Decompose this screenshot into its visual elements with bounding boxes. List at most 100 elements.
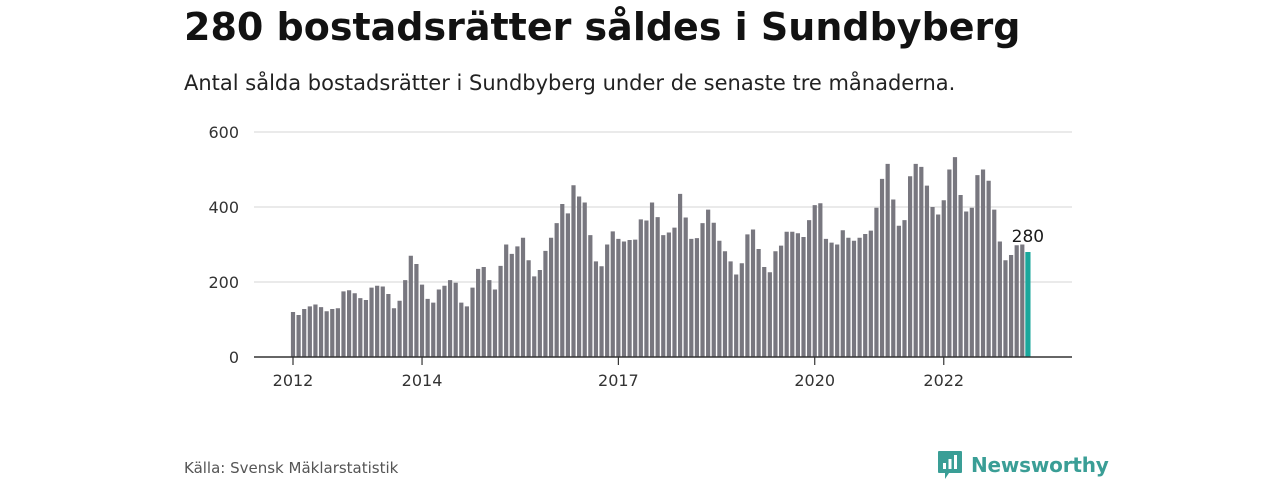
bar	[431, 302, 436, 358]
bar	[941, 200, 946, 357]
bar	[706, 209, 711, 358]
y-tick-label: 200	[208, 273, 239, 292]
bar	[638, 219, 643, 358]
bar	[879, 178, 885, 358]
bar	[588, 235, 593, 358]
bar	[655, 217, 660, 358]
bar	[784, 231, 789, 357]
bar	[436, 289, 441, 357]
bar	[992, 209, 997, 358]
bar	[509, 253, 514, 358]
bar	[711, 222, 716, 357]
bar	[498, 265, 503, 358]
newsworthy-logo-icon	[938, 451, 962, 479]
bar	[403, 280, 408, 358]
bar	[661, 235, 666, 358]
bar	[481, 267, 486, 357]
bar	[386, 294, 391, 357]
bar	[347, 290, 352, 357]
bar	[476, 268, 481, 358]
bar	[369, 287, 374, 358]
bar	[526, 260, 531, 357]
y-tick-label: 0	[229, 348, 239, 367]
bar	[750, 229, 756, 357]
chart-subtitle: Antal sålda bostadsrätter i Sundbyberg u…	[184, 71, 956, 95]
bar	[936, 214, 941, 357]
bar	[408, 255, 413, 357]
bar	[868, 230, 873, 358]
labels: 0 200 400 600 2012 2014 2017 2020 2022 280	[208, 123, 1044, 390]
bar	[969, 207, 974, 357]
bar	[801, 237, 806, 357]
bar	[986, 180, 991, 357]
bar	[391, 308, 397, 357]
bar	[840, 230, 845, 357]
bar	[649, 202, 655, 357]
brand-name: Newsworthy	[971, 453, 1109, 477]
newsworthy-logo[interactable]: Newsworthy	[937, 449, 1109, 481]
bar	[644, 220, 649, 357]
bar	[947, 169, 952, 357]
bar	[313, 304, 318, 357]
bar	[548, 237, 554, 357]
bar	[913, 163, 918, 358]
bar	[565, 213, 570, 358]
bar	[896, 225, 901, 357]
bar	[621, 241, 627, 357]
bar	[778, 245, 784, 358]
bar	[627, 240, 632, 357]
bar	[857, 237, 862, 357]
bar	[672, 227, 677, 358]
bar	[520, 237, 526, 357]
bar	[302, 309, 307, 357]
bar	[425, 298, 430, 358]
bar	[745, 234, 750, 358]
bar	[958, 195, 963, 357]
bar	[487, 280, 492, 358]
bar	[442, 285, 447, 357]
bar	[593, 261, 599, 358]
bar	[902, 220, 907, 358]
bar	[717, 240, 722, 357]
bar	[874, 207, 879, 357]
bar	[952, 157, 958, 358]
bar	[795, 233, 800, 357]
bar	[930, 207, 935, 357]
bars	[290, 157, 1031, 358]
bar	[739, 263, 744, 357]
bar	[375, 285, 380, 357]
bar	[891, 199, 896, 357]
bar	[823, 238, 829, 358]
bar	[296, 315, 301, 357]
bar	[459, 302, 464, 358]
bar	[689, 238, 694, 358]
x-tick-label: 2020	[794, 371, 835, 390]
bar	[492, 289, 498, 357]
bar	[633, 239, 638, 358]
bar	[1014, 245, 1019, 357]
bar	[908, 176, 913, 357]
bar	[829, 242, 834, 358]
axes	[254, 356, 1072, 365]
x-tick-label: 2022	[923, 371, 964, 390]
bar	[851, 240, 857, 357]
bar	[666, 232, 671, 357]
bar	[812, 205, 817, 358]
bar	[335, 308, 340, 357]
y-tick-label: 600	[208, 123, 239, 142]
bar	[846, 237, 851, 357]
bar	[1008, 255, 1014, 357]
bar	[885, 163, 890, 358]
bar	[330, 309, 335, 357]
bar	[532, 276, 537, 358]
bar	[447, 280, 453, 358]
bar	[318, 307, 324, 358]
x-tick-label: 2014	[402, 371, 443, 390]
bar	[924, 185, 930, 358]
bar	[464, 306, 470, 358]
bar	[683, 217, 688, 357]
bar	[728, 261, 733, 358]
bar	[835, 244, 840, 357]
bar	[352, 293, 357, 357]
